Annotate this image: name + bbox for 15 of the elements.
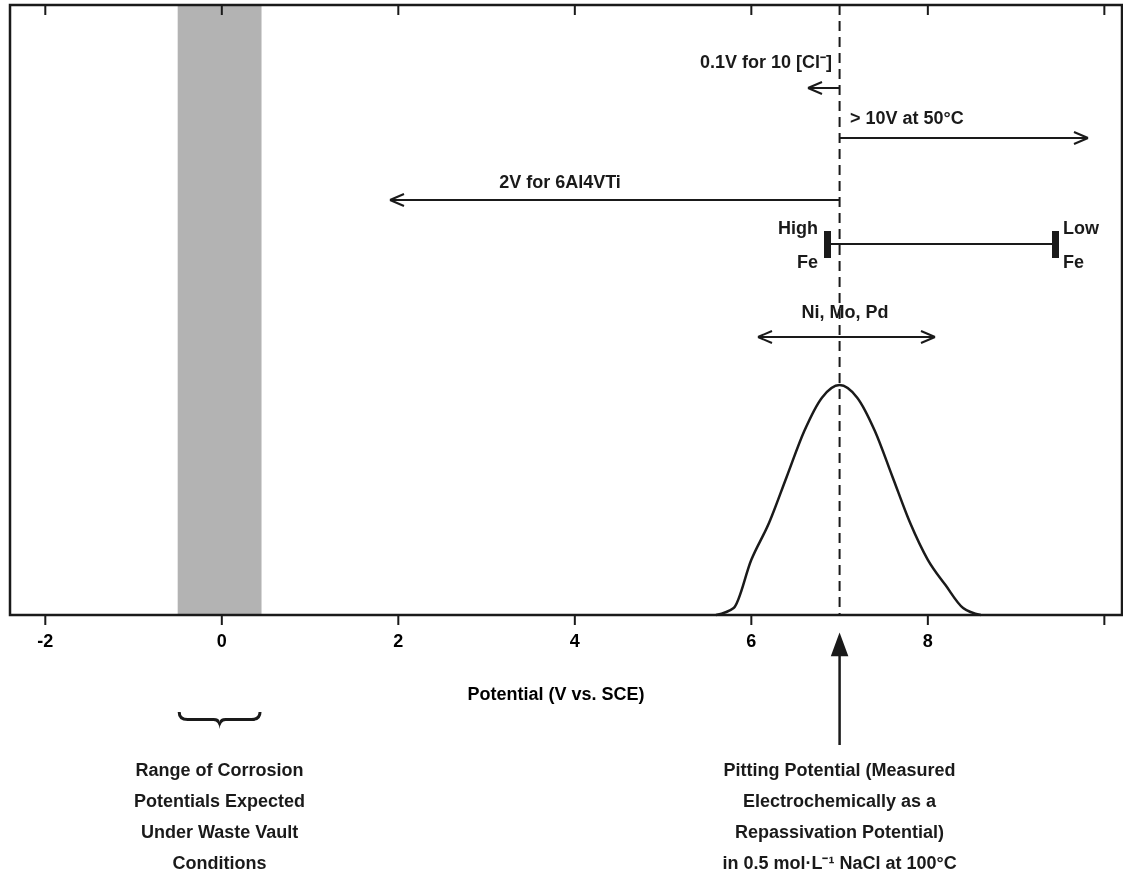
x-tick-label: 2 — [393, 631, 404, 651]
text: Range of Corrosion Potentials Expected Under Waste Vault Conditions — [134, 760, 306, 873]
text: Low Fe — [1063, 218, 1100, 272]
text: Ni, Mo, Pd — [801, 302, 889, 322]
text: 0.1V for 10 [Cl⁻] — [699, 52, 832, 72]
text: High Fe — [778, 218, 818, 272]
ref-line-label: Pitting Potential (Measured Electrochemically as a Repassivation Potential) in 0.5 mol·L⁻¹ NaCl at 100°C — [722, 760, 957, 873]
x-axis-title: Potential (V vs. SCE) — [467, 684, 645, 704]
x-tick-label: 8 — [922, 631, 933, 651]
x-tick-label: 6 — [746, 631, 757, 651]
x-tick-label: -2 — [37, 631, 54, 651]
x-tick-label: 4 — [569, 631, 580, 651]
text: > 10V at 50°C — [850, 108, 964, 128]
text: 2V for 6Al4VTi — [499, 172, 621, 192]
x-tick-label: 0 — [216, 631, 227, 651]
